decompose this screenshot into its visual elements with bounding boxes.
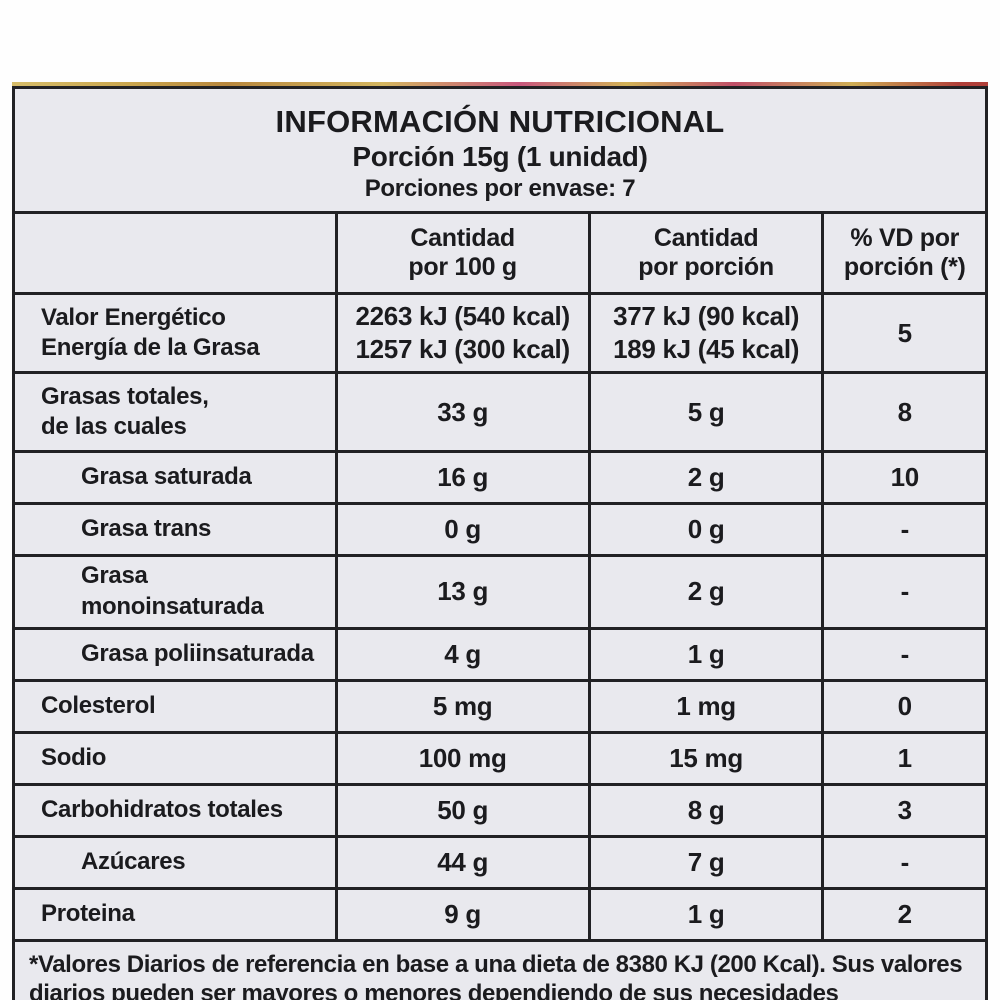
label-title: INFORMACIÓN NUTRICIONAL (275, 104, 725, 139)
nutrient-label: Proteina (13, 886, 338, 941)
amount-per-100g: 50 g (334, 782, 591, 838)
nutrition-label: INFORMACIÓN NUTRICIONAL Porción 15g (1 u… (12, 82, 988, 1000)
amount-per-100g: 0 g (334, 502, 591, 558)
nutrient-row: Valor Energético Energía de la Grasa 2263… (13, 292, 987, 375)
amount-per-portion: 8 g (587, 782, 825, 838)
vd-percent-value: 2 (821, 886, 987, 941)
label-header: INFORMACIÓN NUTRICIONAL Porción 15g (1 u… (15, 89, 985, 215)
amount-per-portion: 1 g (587, 886, 825, 941)
nutrient-label: Sodio (13, 730, 338, 786)
amount-per-100g: 33 g (334, 371, 591, 454)
vd-percent-value: - (821, 834, 987, 890)
nutrient-label: Grasa saturada (13, 450, 338, 506)
serving-size: Porción 15g (1 unidad) (352, 141, 648, 173)
column-header-per-100g: Cantidad por 100 g (334, 212, 591, 296)
vd-percent-value: 0 (821, 678, 987, 734)
amount-per-portion: 15 mg (587, 730, 825, 786)
amount-per-100g: 44 g (334, 834, 591, 890)
nutrient-row: Sodio 100 mg 15 mg 1 (13, 730, 987, 786)
vd-percent-value: 5 (821, 292, 987, 375)
amount-per-100g: 4 g (334, 626, 591, 682)
vd-percent-value: 8 (821, 371, 987, 454)
amount-per-100g: 16 g (334, 450, 591, 506)
nutrient-row: Colesterol 5 mg 1 mg 0 (13, 678, 987, 734)
amount-per-100g: 5 mg (334, 678, 591, 734)
servings-per-package: Porciones por envase: 7 (364, 174, 636, 202)
nutrient-label: Azúcares (13, 834, 338, 890)
nutrition-table-body: Valor Energético Energía de la Grasa 2263… (13, 292, 987, 941)
column-header-row: Cantidad por 100 g Cantidad por porción … (13, 212, 987, 296)
nutrient-label: Grasa poliinsaturada (13, 626, 338, 682)
nutrient-label: Grasas totales, de las cuales (13, 371, 338, 454)
nutrition-label-box: INFORMACIÓN NUTRICIONAL Porción 15g (1 u… (12, 86, 988, 1000)
vd-percent-value: 3 (821, 782, 987, 838)
amount-per-100g: 100 mg (334, 730, 591, 786)
amount-per-portion: 1 g (587, 626, 825, 682)
vd-percent-value: - (821, 502, 987, 558)
amount-per-100g: 2263 kJ (540 kcal) 1257 kJ (300 kcal) (334, 292, 591, 375)
amount-per-100g: 13 g (334, 554, 591, 630)
nutrient-label: Grasa monoinsaturada (13, 554, 338, 630)
column-header-nutrient (13, 212, 338, 296)
column-header-vd-percent: % VD por porción (*) (821, 212, 987, 296)
amount-per-portion: 2 g (587, 554, 825, 630)
amount-per-portion: 7 g (587, 834, 825, 890)
column-header-per-portion: Cantidad por porción (587, 212, 825, 296)
vd-percent-value: - (821, 626, 987, 682)
vd-percent-value: 10 (821, 450, 987, 506)
package-edge-strip (12, 82, 988, 86)
nutrient-label: Carbohidratos totales (13, 782, 338, 838)
nutrient-label: Colesterol (13, 678, 338, 734)
amount-per-portion: 2 g (587, 450, 825, 506)
vd-percent-value: - (821, 554, 987, 630)
nutrient-label: Valor Energético Energía de la Grasa (13, 292, 338, 375)
amount-per-portion: 1 mg (587, 678, 825, 734)
amount-per-portion: 377 kJ (90 kcal) 189 kJ (45 kcal) (587, 292, 825, 375)
amount-per-portion: 0 g (587, 502, 825, 558)
amount-per-portion: 5 g (587, 371, 825, 454)
daily-values-footnote: *Valores Diarios de referencia en base a… (15, 938, 985, 1000)
vd-percent-value: 1 (821, 730, 987, 786)
nutrition-table-head: Cantidad por 100 g Cantidad por porción … (13, 212, 987, 296)
nutrition-table: Cantidad por 100 g Cantidad por porción … (13, 212, 987, 941)
nutrient-label: Grasa trans (13, 502, 338, 558)
amount-per-100g: 9 g (334, 886, 591, 941)
